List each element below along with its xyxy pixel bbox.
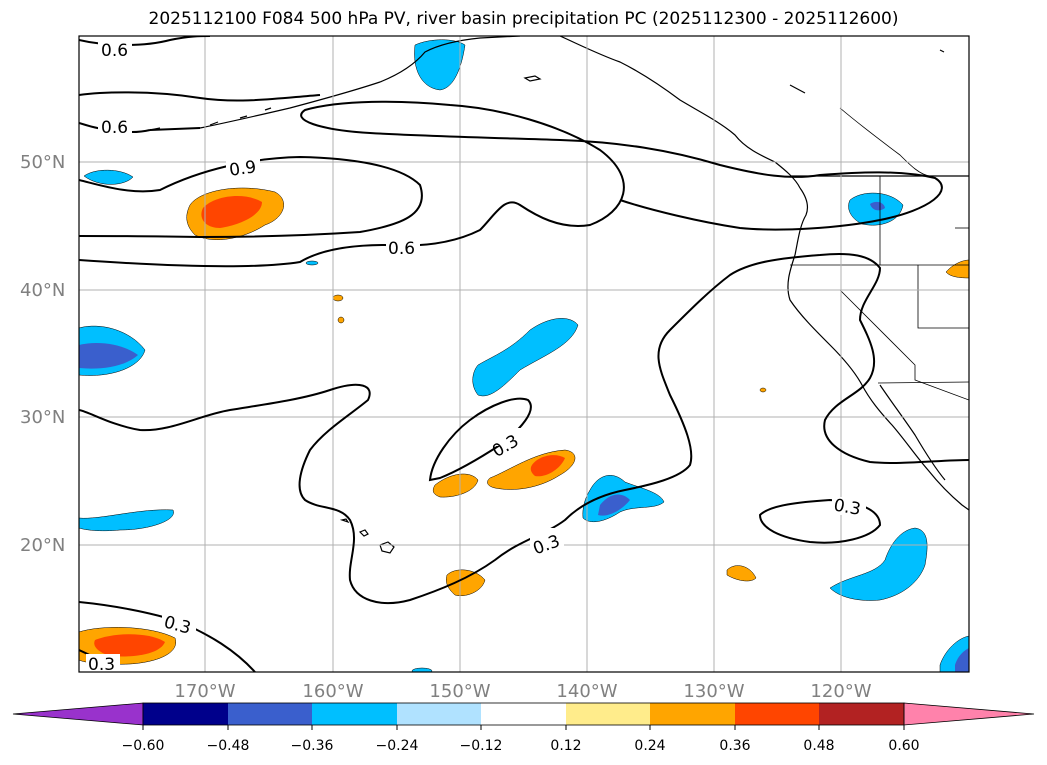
precip-positive-core bbox=[530, 455, 565, 477]
lon-label: 140°W bbox=[556, 681, 617, 702]
precip-negative-core bbox=[870, 201, 885, 211]
precip-positive-speck bbox=[759, 387, 767, 393]
contour-labels: 0.6 0.6 0.9 0.6 0.3 0.3 0.3 0.3 0.3 bbox=[86, 40, 866, 675]
precip-negative-blob bbox=[79, 509, 174, 532]
contour-label: 0.6 bbox=[101, 41, 128, 61]
precip-positive-blob bbox=[726, 565, 757, 582]
precip-positive-blob bbox=[432, 473, 479, 498]
precip-negative-speck bbox=[305, 260, 319, 266]
colorbar-segment bbox=[228, 703, 312, 725]
map-title: 2025112100 F084 500 hPa PV, river basin … bbox=[148, 9, 899, 29]
pv-contour-line bbox=[428, 397, 532, 482]
colorbar-segment bbox=[312, 703, 397, 725]
precip-negative-blob bbox=[829, 527, 928, 601]
precip-negative-core bbox=[955, 648, 969, 672]
colorbar-extend-low bbox=[12, 702, 144, 726]
precip-negative-blob bbox=[414, 39, 466, 91]
colorbar: −0.60 −0.48 −0.36 −0.24 −0.12 0.12 0.24 … bbox=[12, 702, 1035, 754]
colorbar-segment bbox=[143, 703, 228, 725]
precip-negative-core bbox=[598, 494, 630, 516]
colorbar-segment bbox=[735, 703, 819, 725]
precip-shading bbox=[79, 39, 969, 672]
precip-negative-core bbox=[79, 343, 138, 369]
lon-label: 160°W bbox=[302, 681, 363, 702]
colorbar-segment bbox=[397, 703, 481, 725]
map-frame bbox=[78, 35, 970, 673]
precip-positive-speck bbox=[337, 316, 345, 324]
colorbar-tick-label: −0.24 bbox=[376, 738, 419, 754]
lon-label: 120°W bbox=[810, 681, 871, 702]
contour-label: 0.3 bbox=[832, 496, 862, 520]
contour-label: 0.9 bbox=[228, 157, 258, 181]
colorbar-tick-label: 0.12 bbox=[550, 738, 581, 754]
colorbar-segment bbox=[566, 703, 650, 725]
lat-label: 50°N bbox=[20, 152, 65, 173]
lon-labels: 170°W 160°W 150°W 140°W 130°W 120°W bbox=[174, 681, 871, 702]
pv-contour-line bbox=[758, 498, 882, 544]
colorbar-segment bbox=[481, 703, 566, 725]
pv-contour-line bbox=[79, 252, 969, 605]
precip-negative-blob bbox=[83, 169, 134, 185]
colorbar-segment bbox=[650, 703, 735, 725]
lon-label: 150°W bbox=[429, 681, 490, 702]
lat-labels: 50°N 40°N 30°N 20°N bbox=[20, 152, 65, 556]
pv-contour-line bbox=[79, 100, 943, 268]
colorbar-tick-label: −0.60 bbox=[122, 738, 165, 754]
lat-label: 20°N bbox=[20, 535, 65, 556]
colorbar-tick-label: −0.48 bbox=[207, 738, 250, 754]
colorbar-tick-label: 0.60 bbox=[888, 738, 919, 754]
pv-contour-line bbox=[79, 155, 423, 239]
colorbar-tick-label: −0.36 bbox=[291, 738, 334, 754]
colorbar-tick-label: 0.24 bbox=[634, 738, 665, 754]
colorbar-tick-label: −0.12 bbox=[460, 738, 503, 754]
colorbar-tick-label: 0.36 bbox=[719, 738, 750, 754]
precip-positive-core bbox=[94, 634, 165, 657]
contour-label: 0.3 bbox=[88, 655, 115, 675]
lat-label: 30°N bbox=[20, 407, 65, 428]
precip-negative-speck bbox=[411, 667, 433, 672]
colorbar-tick-label: 0.48 bbox=[803, 738, 834, 754]
precip-positive-core bbox=[201, 196, 262, 228]
pv-contour-line bbox=[79, 91, 321, 102]
lon-label: 170°W bbox=[174, 681, 235, 702]
lon-label: 130°W bbox=[683, 681, 744, 702]
colorbar-extend-high bbox=[903, 702, 1035, 726]
precip-positive-speck bbox=[332, 294, 344, 302]
lat-label: 40°N bbox=[20, 280, 65, 301]
colorbar-segment bbox=[819, 703, 904, 725]
precip-negative-blob bbox=[472, 318, 579, 397]
contour-label: 0.6 bbox=[388, 239, 415, 259]
contour-label: 0.6 bbox=[101, 118, 128, 138]
